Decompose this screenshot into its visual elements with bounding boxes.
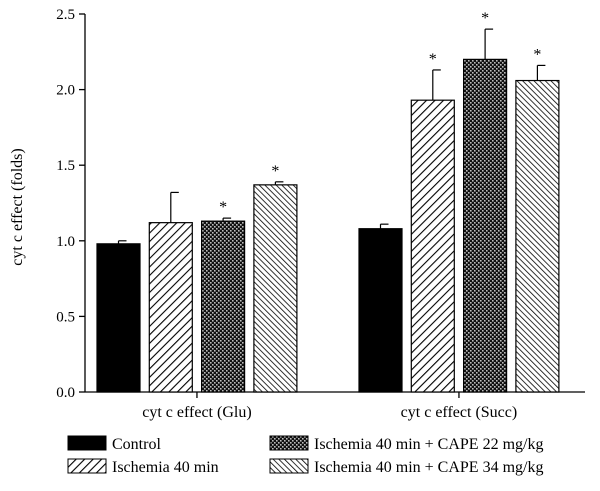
bar xyxy=(201,220,246,393)
bar xyxy=(148,222,193,393)
bar xyxy=(515,79,560,393)
bar xyxy=(253,184,298,393)
legend-label: Ischemia 40 min + CAPE 22 mg/kg xyxy=(314,436,543,453)
legend-swatch xyxy=(67,458,107,474)
significance-marker: * xyxy=(533,46,541,63)
bar xyxy=(410,99,455,393)
bars-group: * * * * * xyxy=(96,10,560,393)
category-label: cyt c effect (Glu) xyxy=(142,404,251,421)
y-tick-label: 1.0 xyxy=(56,234,75,250)
legend-label: Ischemia 40 min + CAPE 34 mg/kg xyxy=(314,459,543,476)
bar xyxy=(358,228,403,393)
y-axis-label: cyt c effect (folds) xyxy=(9,148,26,265)
significance-marker: * xyxy=(429,51,437,68)
y-tick-label: 2.0 xyxy=(56,83,75,99)
legend: Control Ischemia 40 min Ischemia 40 min + … xyxy=(67,435,543,476)
legend-swatch xyxy=(269,435,309,451)
category-labels: cyt c effect (Glu) cyt c effect (Succ) xyxy=(142,404,517,421)
legend-label: Control xyxy=(112,436,161,453)
bar xyxy=(96,243,141,393)
y-tick-label: 1.5 xyxy=(56,158,75,174)
bar xyxy=(463,58,508,393)
y-tick-label: 2.5 xyxy=(56,7,75,23)
legend-swatch xyxy=(67,435,107,451)
significance-marker: * xyxy=(271,163,279,180)
category-label: cyt c effect (Succ) xyxy=(401,404,518,421)
y-tick-label: 0.0 xyxy=(56,385,75,401)
y-tick-label: 0.5 xyxy=(56,309,75,325)
legend-swatch xyxy=(269,458,309,474)
legend-label: Ischemia 40 min xyxy=(112,459,219,476)
significance-marker: * xyxy=(219,199,227,216)
significance-marker: * xyxy=(481,10,489,27)
